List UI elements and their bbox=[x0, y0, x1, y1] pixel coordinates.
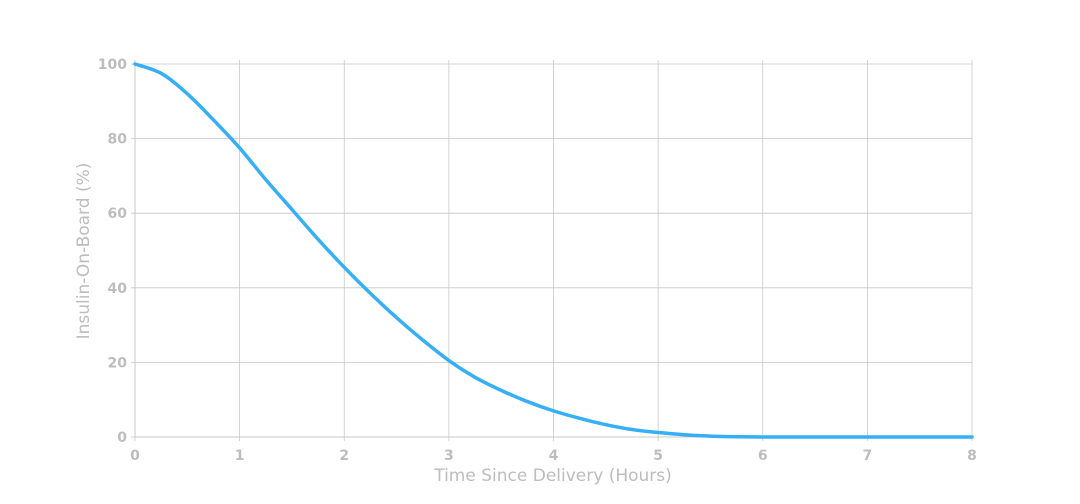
x-tick-label: 1 bbox=[235, 448, 245, 464]
grid-layer bbox=[131, 60, 973, 441]
x-tick-label: 8 bbox=[967, 448, 977, 464]
x-tick-label: 4 bbox=[549, 448, 559, 464]
x-tick-label: 5 bbox=[653, 448, 663, 464]
x-tick-label: 6 bbox=[758, 448, 768, 464]
x-tick-label: 0 bbox=[130, 448, 140, 464]
y-tick-label: 80 bbox=[108, 132, 128, 148]
series-layer bbox=[133, 62, 974, 439]
y-tick-label: 60 bbox=[108, 206, 128, 222]
y-tick-label: 100 bbox=[98, 57, 127, 73]
y-tick-label: 20 bbox=[108, 355, 128, 371]
insulin-on-board-series-line bbox=[133, 62, 974, 439]
x-tick-label: 7 bbox=[863, 448, 873, 464]
y-tick-label: 0 bbox=[117, 430, 127, 446]
x-axis-title: Time Since Delivery (Hours) bbox=[433, 466, 672, 486]
x-tick-label: 2 bbox=[339, 448, 349, 464]
y-tick-label: 40 bbox=[108, 281, 128, 297]
x-tick-label: 3 bbox=[444, 448, 454, 464]
y-axis-title: Insulin-On-Board (%) bbox=[74, 163, 94, 340]
